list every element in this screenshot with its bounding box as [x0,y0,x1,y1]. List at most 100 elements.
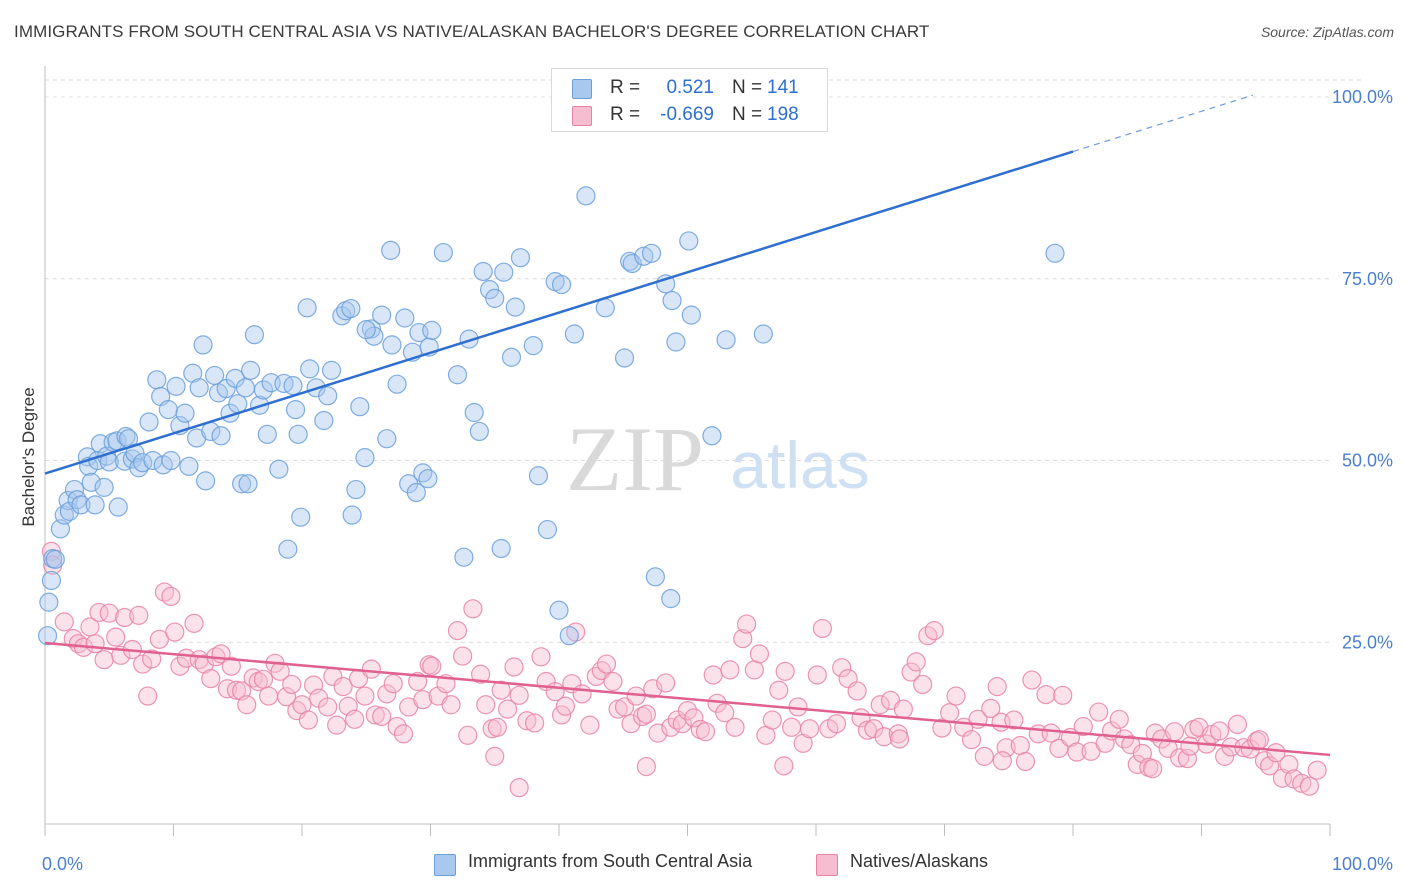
trend-lines [44,94,1331,757]
point-natives-alaskans [276,687,297,707]
series-immigrants-south-central-asia [37,186,1065,646]
point-natives-alaskans [769,680,789,700]
point-natives-alaskans [1266,743,1286,763]
point-immigrants-south-central-asia [454,547,474,567]
point-immigrants-south-central-asia [702,426,722,446]
point-natives-alaskans [961,730,982,750]
point-natives-alaskans [799,719,820,739]
point-immigrants-south-central-asia [71,495,91,515]
point-natives-alaskans [812,618,833,639]
point-natives-alaskans [695,722,716,742]
point-natives-alaskans [106,627,126,647]
point-natives-alaskans [345,709,365,729]
watermark-atlas: atlas [730,428,869,502]
point-immigrants-south-central-asia [314,410,334,431]
point-natives-alaskans [327,715,347,735]
y-tick-label: 50.0% [1342,451,1393,471]
point-immigrants-south-central-asia [382,335,402,355]
point-immigrants-south-central-asia [232,474,252,494]
point-natives-alaskans [1209,721,1230,741]
point-natives-alaskans [733,629,753,649]
point-natives-alaskans [715,703,735,723]
point-natives-alaskans [221,656,241,676]
point-immigrants-south-central-asia [196,471,216,491]
legend-r-label: R = [610,77,641,98]
point-immigrants-south-central-asia [356,320,376,340]
point-immigrants-south-central-asia [283,376,303,396]
legend-r-value: 0.521 [666,77,714,98]
point-natives-alaskans [383,674,403,694]
point-natives-alaskans [566,622,586,642]
legend-swatch-pink [572,106,592,126]
x-tick-label: 0.0% [42,854,83,874]
point-natives-alaskans [133,654,153,674]
point-natives-alaskans [184,613,204,633]
point-immigrants-south-central-asia [661,589,681,609]
point-immigrants-south-central-asia [645,567,665,587]
point-immigrants-south-central-asia [505,297,525,317]
point-immigrants-south-central-asia [59,501,80,521]
point-natives-alaskans [987,676,1007,697]
point-natives-alaskans [509,778,529,798]
y-tick-label: 25.0% [1342,632,1393,652]
point-natives-alaskans [422,656,442,676]
point-natives-alaskans [1215,746,1235,766]
point-natives-alaskans [361,659,381,679]
point-natives-alaskans [703,665,723,685]
point-natives-alaskans [282,674,302,695]
point-immigrants-south-central-asia [491,538,511,559]
point-immigrants-south-central-asia [1045,243,1065,263]
point-natives-alaskans [580,715,600,735]
point-natives-alaskans [517,711,537,731]
y-tick-label: 75.0% [1342,269,1393,289]
point-immigrants-south-central-asia [297,298,317,318]
point-immigrants-south-central-asia [187,428,207,448]
point-natives-alaskans [864,719,884,739]
point-immigrants-south-central-asia [681,305,701,325]
point-natives-alaskans [387,716,407,737]
point-natives-alaskans [253,669,274,689]
point-immigrants-south-central-asia [662,290,682,311]
point-natives-alaskans [524,713,545,733]
point-immigrants-south-central-asia [387,374,407,394]
point-natives-alaskans [491,680,511,700]
point-immigrants-south-central-asia [291,507,311,527]
point-immigrants-south-central-asia [564,324,585,344]
point-immigrants-south-central-asia [523,336,543,356]
point-natives-alaskans [981,698,1001,719]
point-immigrants-south-central-asia [238,474,258,494]
point-immigrants-south-central-asia [108,497,128,517]
bottom-legend-swatch-blue [434,854,456,876]
point-natives-alaskans [68,634,89,654]
point-immigrants-south-central-asia [241,360,261,380]
point-natives-alaskans [142,649,162,669]
point-immigrants-south-central-asia [318,386,338,406]
point-immigrants-south-central-asia [641,243,662,263]
point-immigrants-south-central-asia [528,466,549,486]
point-natives-alaskans [447,621,468,641]
point-natives-alaskans [684,708,704,728]
point-immigrants-south-central-asia [166,376,186,396]
point-immigrants-south-central-asia [342,505,362,525]
watermark: ZIP atlas [566,408,870,510]
point-immigrants-south-central-asia [85,495,105,515]
point-natives-alaskans [1036,684,1056,705]
point-immigrants-south-central-asia [634,246,654,266]
point-natives-alaskans [775,661,795,681]
watermark-zip: ZIP [566,408,704,510]
point-natives-alaskans [1249,730,1269,750]
point-immigrants-south-central-asia [355,447,375,468]
point-natives-alaskans [857,720,878,740]
point-immigrants-south-central-asia [67,490,87,510]
point-immigrants-south-central-asia [395,308,415,328]
point-natives-alaskans [393,724,414,744]
point-immigrants-south-central-asia [321,360,342,380]
trend-line-immigrants [44,150,1074,475]
legend-r-value: -0.669 [660,104,714,125]
point-natives-alaskans [201,668,221,689]
series-natives-alaskans [41,541,1327,798]
point-natives-alaskans [487,717,507,737]
point-natives-alaskans [1177,748,1197,769]
point-immigrants-south-central-asia [372,305,392,325]
legend-n-label: N = [732,104,763,125]
